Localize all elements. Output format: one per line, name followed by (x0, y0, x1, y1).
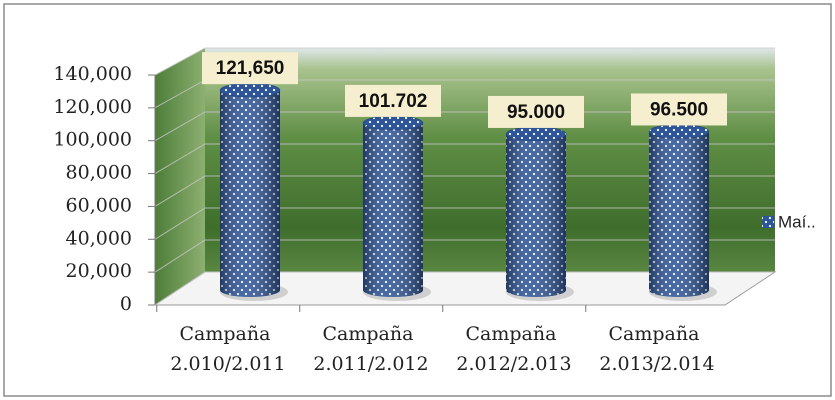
y-tick-label: 20,000 (66, 260, 132, 282)
x-tick-label: Campaña 2.012/2.013 (456, 323, 571, 375)
value-label-box (488, 95, 584, 128)
value-label: 121,650 (216, 58, 285, 79)
bar-top (505, 126, 567, 142)
y-tick-label: 80,000 (66, 162, 132, 184)
bar-top (219, 82, 281, 98)
legend-swatch (762, 216, 774, 228)
value-label-box (345, 84, 441, 117)
y-tick-label: 0 (120, 293, 132, 315)
grid-line (154, 111, 775, 142)
legend-label: Maí.. (778, 212, 816, 231)
bar-top (648, 124, 710, 139)
bar-shade (220, 90, 280, 298)
y-tick-label: 100,000 (53, 129, 132, 151)
grid-line (154, 207, 775, 240)
grid-line (154, 47, 775, 76)
value-label-box (631, 93, 727, 126)
grid-line (154, 175, 775, 207)
y-tick-label: 120,000 (53, 96, 132, 118)
value-label: 96.500 (650, 99, 708, 120)
y-tick-label: 60,000 (66, 194, 132, 216)
y-tick-label: 40,000 (66, 227, 132, 249)
bar-top (362, 115, 424, 131)
y-tick-label: 140,000 (53, 63, 132, 85)
value-label: 101.702 (359, 91, 428, 112)
bar-shade (649, 131, 709, 297)
x-tick-label: Campaña 2.010/2.011 (170, 323, 285, 375)
value-label-box (202, 52, 298, 85)
bar-shade (363, 122, 423, 297)
side-wall (155, 48, 205, 305)
grid-line (154, 239, 775, 273)
x-tick-label: Campaña 2.011/2.012 (313, 323, 428, 375)
value-label: 95.000 (507, 102, 565, 123)
grid-line (154, 143, 775, 175)
bar-shade (506, 133, 566, 297)
x-tick-label: Campaña 2.013/2.014 (599, 323, 714, 375)
grid-line (154, 271, 775, 306)
